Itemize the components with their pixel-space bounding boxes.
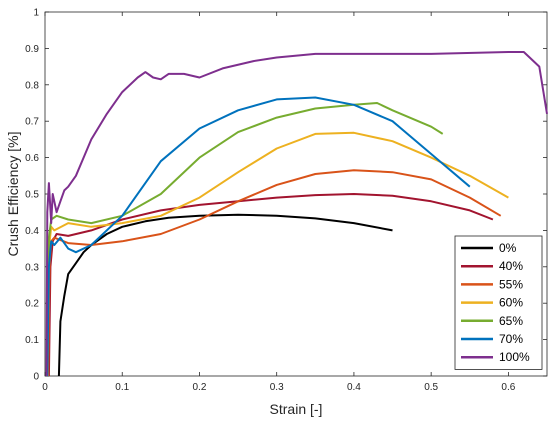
- y-tick-label: 1: [33, 8, 39, 19]
- axis-ticks: 0 0.1 0.2 0.3 0.4 0.5 0.6 0 0.1 0.2 0.3 0.4 0.5 0.6 0.…: [25, 8, 547, 393]
- x-tick-label: 0.3: [270, 382, 284, 393]
- legend-label: 40%: [499, 259, 523, 273]
- y-tick-label: 0.9: [25, 44, 39, 55]
- y-tick-label: 0.6: [25, 153, 39, 164]
- legend-label: 60%: [499, 296, 523, 310]
- y-tick-label: 0.4: [25, 226, 39, 237]
- legend-label: 100%: [499, 350, 530, 364]
- x-tick-label: 0.1: [115, 382, 129, 393]
- series-lines: [45, 51, 548, 377]
- legend-label: 55%: [499, 277, 523, 291]
- y-tick-label: 0.2: [25, 299, 39, 310]
- y-tick-label: 0.8: [25, 80, 39, 91]
- legend-label: 70%: [499, 332, 523, 346]
- y-tick-label: 0.5: [25, 190, 39, 201]
- y-tick-label: 0.7: [25, 117, 39, 128]
- series-line-3: [46, 131, 509, 377]
- x-tick-label: 0.5: [424, 382, 438, 393]
- y-axis-label: Crush Efficiency [%]: [5, 131, 21, 256]
- x-tick-label: 0.4: [347, 382, 361, 393]
- legend-label: 65%: [499, 314, 523, 328]
- series-line-2: [47, 169, 502, 377]
- legend: 0% 40% 55% 60% 65% 70% 100%: [454, 235, 543, 370]
- legend-label: 0%: [499, 241, 517, 255]
- series-line-1: [47, 193, 494, 377]
- series-line-4: [46, 102, 444, 377]
- y-tick-label: 0.1: [25, 335, 39, 346]
- series-line-5: [46, 96, 471, 377]
- y-tick-label: 0.3: [25, 262, 39, 273]
- y-tick-label: 0: [33, 372, 39, 383]
- series-line-6: [45, 51, 548, 377]
- x-tick-label: 0.2: [193, 382, 207, 393]
- series-line-0: [57, 213, 393, 377]
- x-axis-label: Strain [-]: [270, 401, 323, 417]
- x-tick-label: 0.6: [501, 382, 515, 393]
- x-tick-label: 0: [42, 382, 48, 393]
